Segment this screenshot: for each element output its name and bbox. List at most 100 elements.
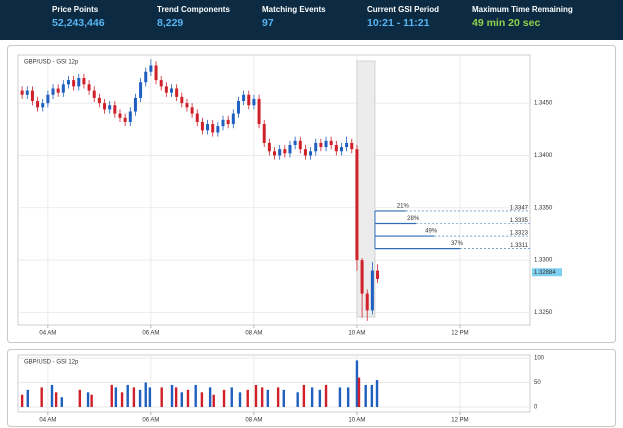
y-tick-label: 1.3400 (534, 153, 553, 159)
volume-bar (324, 384, 328, 407)
x-tick-label: 08 AM (245, 418, 262, 424)
candle-body (149, 65, 153, 72)
candle-body (56, 88, 60, 93)
volume-bar (338, 387, 342, 407)
projection-percent: 37% (451, 241, 464, 247)
volume-bar (174, 387, 178, 407)
volume-bar (222, 389, 226, 407)
candle-body (113, 105, 117, 114)
volume-bar (120, 392, 124, 407)
volume-bar (144, 382, 147, 407)
candle-body (92, 90, 96, 98)
projection-price: 1.3347 (510, 206, 529, 212)
candle-body (36, 101, 40, 108)
projection-price: 1.3311 (510, 243, 529, 249)
candle-body (72, 80, 76, 87)
volume-bar (54, 392, 58, 407)
volume-bar (126, 384, 129, 407)
projection-percent: 21% (397, 204, 410, 210)
stat-value: 97 (262, 17, 274, 29)
chart-title: GBP/USD - GSI 12p (24, 360, 79, 366)
panel (7, 45, 616, 343)
plot-frame (17, 54, 531, 326)
stat-value: 8,229 (157, 17, 183, 29)
candle-body (231, 113, 235, 125)
volume-bar (238, 392, 242, 407)
header-bar (0, 0, 623, 40)
candle-body (103, 103, 107, 110)
y-tick-label: 1.3450 (534, 101, 553, 107)
candle-body (309, 151, 313, 156)
x-tick-label: 06 AM (142, 418, 159, 424)
candle-body (108, 105, 112, 110)
volume-bar (375, 380, 379, 407)
candle-body (252, 98, 256, 106)
candle-body (154, 65, 158, 81)
stat-label: Maximum Time Remaining (472, 5, 573, 14)
candle-body (46, 94, 50, 104)
candle-body (139, 82, 143, 98)
candle-body (324, 140, 328, 148)
volume-bar (208, 387, 212, 407)
volume-bar (364, 384, 367, 407)
candle-body (350, 142, 354, 150)
y-tick-label: 100 (534, 356, 545, 362)
candle-body (314, 142, 318, 152)
volume-bar (282, 389, 285, 407)
volume-bar (110, 384, 113, 407)
x-tick-label: 08 AM (245, 331, 262, 337)
volume-bar (246, 389, 249, 407)
volume-bar (370, 384, 374, 407)
volume-bar (212, 394, 215, 407)
volume-bar (302, 384, 306, 407)
candle-body (288, 145, 292, 154)
volume-bar (260, 387, 264, 407)
projection-price: 1.3335 (510, 218, 529, 224)
candle-body (20, 90, 24, 95)
candle-body (247, 94, 251, 106)
stat-value: 49 min 20 sec (472, 17, 540, 29)
candle-body (51, 88, 55, 95)
x-tick-label: 12 PM (451, 418, 468, 424)
volume-bar (170, 384, 174, 407)
projection-percent: 49% (425, 229, 438, 235)
volume-bar (20, 394, 24, 407)
volume-bar (114, 387, 118, 407)
volume-bar (78, 389, 82, 407)
volume-bar (186, 389, 190, 407)
candle-body (82, 78, 86, 85)
candle-body (123, 117, 127, 122)
candle-body (77, 78, 81, 87)
volume-bar (132, 387, 136, 407)
candle-body (25, 90, 29, 95)
volume-bar (40, 387, 43, 407)
candle-body (66, 80, 70, 85)
candle-body (221, 119, 225, 127)
candle-body (206, 124, 210, 131)
candle-body (334, 145, 338, 152)
candle-body (41, 103, 45, 108)
candle-body (303, 149, 307, 156)
volume-bar (60, 397, 63, 407)
y-tick-label: 1.3350 (534, 205, 553, 211)
x-tick-label: 10 AM (348, 418, 365, 424)
volume-bar (355, 360, 359, 407)
candle-body (376, 270, 380, 279)
candle-body (360, 260, 364, 294)
candle-body (329, 140, 333, 145)
x-tick-label: 12 PM (451, 331, 468, 337)
candle-body (118, 113, 122, 118)
projection-price: 1.3323 (510, 231, 529, 237)
stat-label: Price Points (52, 5, 99, 14)
volume-bar (230, 387, 233, 407)
candle-body (298, 140, 302, 150)
volume-bar (254, 384, 258, 407)
candle-body (236, 101, 240, 114)
x-tick-label: 06 AM (142, 331, 159, 337)
volume-bar (194, 384, 197, 407)
candle-body (370, 270, 374, 311)
volume-bar (276, 387, 280, 407)
candle-body (97, 97, 101, 104)
plot-frame (17, 354, 531, 413)
candle-body (293, 140, 297, 145)
